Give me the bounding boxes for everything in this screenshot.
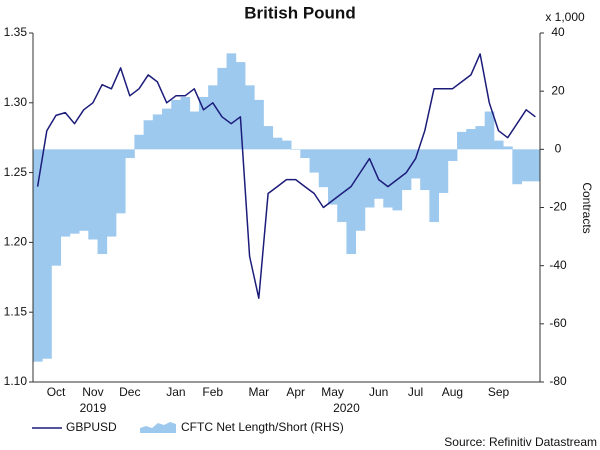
area-bar [162, 108, 172, 150]
x-tick-label: Feb [202, 385, 223, 399]
y2-tick-label: 20 [551, 83, 565, 97]
area-bar [33, 149, 43, 362]
area-bar [235, 62, 246, 150]
legend-area-swatch [140, 422, 176, 433]
area-bar [134, 134, 145, 150]
area-bar [374, 149, 384, 199]
area-bar [318, 149, 329, 188]
x-tick-label: Mar [249, 385, 270, 399]
y2-tick-label: -20 [549, 200, 567, 214]
area-bar [208, 85, 218, 150]
area-bar [198, 96, 209, 150]
area-bar [69, 149, 80, 234]
y-tick-label: 1.15 [4, 304, 28, 318]
y2-tick-label: -80 [549, 374, 567, 388]
y-tick-label: 1.10 [4, 374, 28, 388]
y-tick-label: 1.25 [4, 165, 28, 179]
area-bar [106, 149, 117, 237]
area-bar [217, 67, 227, 150]
area-bar [226, 53, 237, 150]
x-tick-label: May [321, 385, 344, 399]
legend-label: GBPUSD [66, 420, 117, 434]
y-tick-label: 1.35 [4, 25, 28, 39]
y-tick-label: 1.30 [4, 95, 28, 109]
area-bar [79, 149, 89, 231]
area-bar [346, 149, 357, 255]
area-bar [503, 146, 513, 150]
y2-tick-label: -60 [549, 316, 567, 330]
y2-axis-label: Contracts [580, 182, 594, 233]
area-bar [171, 99, 181, 150]
area-bar [51, 149, 62, 266]
area-bar [512, 149, 522, 185]
area-bar [475, 126, 486, 150]
area-bar [429, 149, 439, 223]
area-bar [281, 140, 292, 150]
area-bar [484, 111, 495, 150]
x-tick-label: Apr [286, 385, 305, 399]
area-bar [438, 149, 449, 193]
x-group-label: 2020 [333, 401, 360, 415]
x-tick-label: Sep [488, 385, 510, 399]
chart-title: British Pound [244, 3, 355, 22]
area-bar [530, 149, 541, 182]
area-bar [457, 131, 467, 150]
area-bar [383, 149, 393, 208]
area-bar [300, 149, 310, 159]
y-tick-label: 1.20 [4, 235, 28, 249]
area-bar [364, 149, 375, 208]
x-tick-label: Dec [119, 385, 140, 399]
area-bar [60, 149, 71, 237]
area-bar [180, 96, 191, 150]
area-bar [521, 149, 532, 182]
price-line [36, 53, 536, 299]
area-bar [401, 149, 412, 191]
area-bar [327, 149, 338, 205]
y2-tick-label: 0 [555, 142, 562, 156]
x-tick-label: Jun [369, 385, 388, 399]
area-bar [143, 120, 154, 150]
x-tick-label: Aug [442, 385, 463, 399]
area-bar [88, 149, 98, 240]
legend: GBPUSD CFTC Net Length/Short (RHS) [32, 420, 344, 434]
y2-tick-label: 40 [551, 25, 565, 39]
area-bar [309, 149, 320, 173]
area-bar [97, 149, 108, 255]
area-bar [125, 149, 135, 159]
area-bar [254, 99, 264, 150]
area-bar [355, 149, 366, 231]
area-bar [410, 149, 421, 179]
area-bar [152, 114, 163, 150]
area-bar [189, 111, 200, 150]
area-bar [420, 149, 430, 191]
area-bar [245, 85, 255, 150]
area-bar [337, 149, 347, 223]
source-note: Source: Refinitiv Datastream [444, 435, 597, 449]
area-bar [263, 126, 274, 150]
x-group-label: 2019 [80, 401, 107, 415]
x-tick-label: Jan [166, 385, 185, 399]
y2-tick-label: -40 [549, 258, 567, 272]
area-bar [115, 149, 126, 214]
area-bar [493, 140, 504, 150]
area-bar [42, 149, 52, 359]
x-tick-label: Jul [408, 385, 423, 399]
x-tick-label: Nov [82, 385, 103, 399]
area-bar [272, 137, 283, 150]
x-tick-label: Oct [47, 385, 66, 399]
area-bar [291, 149, 301, 150]
legend-label: CFTC Net Length/Short (RHS) [181, 420, 344, 434]
area-bar [466, 128, 476, 150]
y2-unit: x 1,000 [545, 10, 585, 24]
area-bar [447, 149, 458, 161]
